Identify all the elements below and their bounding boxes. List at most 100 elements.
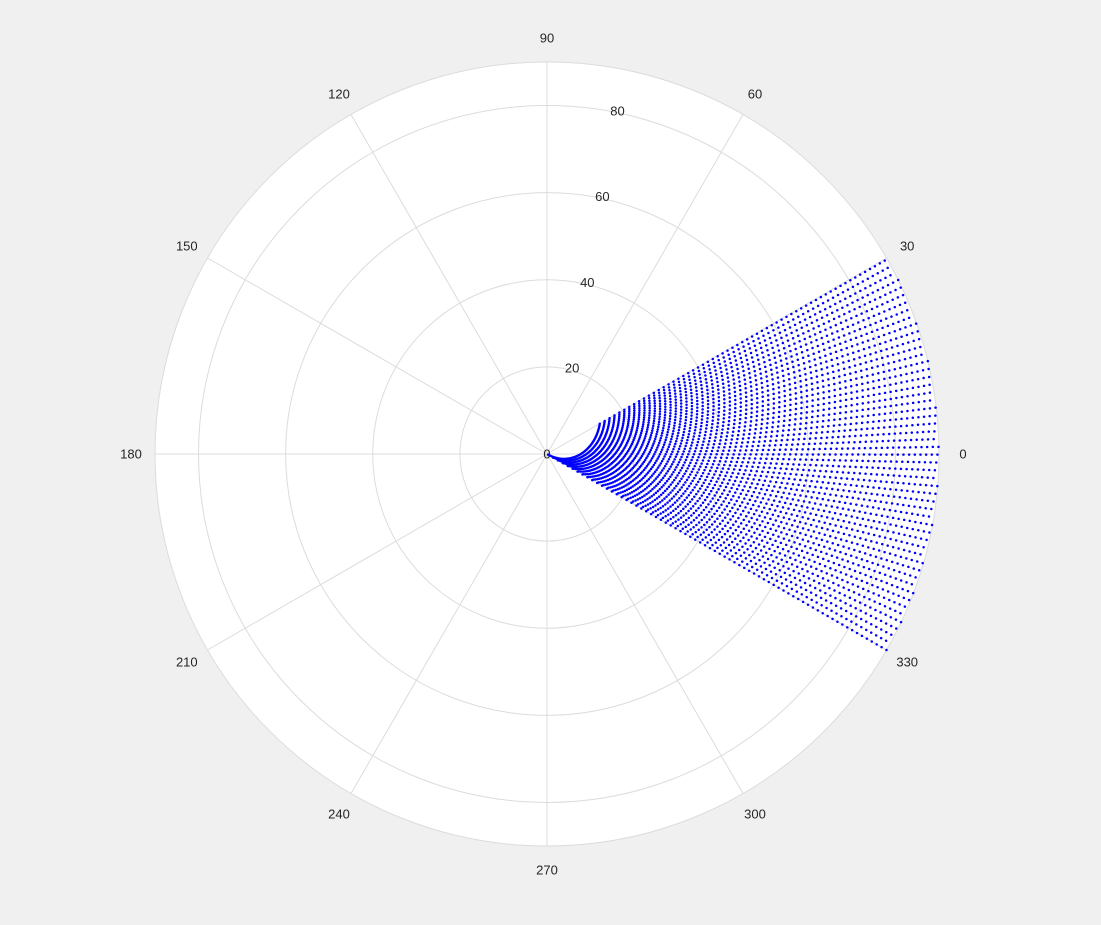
data-point <box>858 510 861 513</box>
data-point <box>733 355 737 358</box>
data-point <box>737 429 741 433</box>
data-point <box>872 337 875 340</box>
data-point <box>731 370 734 373</box>
data-point <box>904 431 908 435</box>
data-point <box>729 526 732 530</box>
data-point <box>752 490 756 494</box>
data-point <box>869 352 872 356</box>
data-point <box>810 415 814 419</box>
data-point <box>917 490 920 494</box>
data-point <box>723 409 726 413</box>
data-point <box>690 458 693 462</box>
data-point <box>827 340 830 343</box>
data-point <box>662 426 665 430</box>
data-point <box>923 461 927 464</box>
data-point <box>713 549 717 553</box>
data-point <box>798 369 801 372</box>
data-point <box>880 557 883 560</box>
data-point <box>804 421 808 425</box>
data-point <box>788 574 792 577</box>
data-point <box>785 560 789 564</box>
data-point <box>865 581 869 585</box>
data-point <box>681 436 684 440</box>
data-point <box>783 409 786 413</box>
data-point <box>684 387 687 391</box>
data-point <box>798 432 801 436</box>
data-point <box>865 367 868 371</box>
data-point <box>750 402 754 406</box>
data-point <box>846 580 849 584</box>
data-point <box>660 434 663 437</box>
data-point <box>795 353 799 356</box>
data-point <box>741 460 744 464</box>
data-point <box>861 587 865 591</box>
data-point <box>836 330 839 333</box>
data-point <box>850 575 853 578</box>
data-point <box>669 440 672 444</box>
data-point <box>732 350 735 354</box>
data-point <box>770 373 774 376</box>
data-point <box>699 449 702 453</box>
data-point <box>841 447 844 450</box>
data-point <box>854 292 857 295</box>
data-point <box>693 538 697 541</box>
data-point <box>874 555 878 559</box>
data-point <box>761 497 765 500</box>
data-point <box>730 438 733 441</box>
data-point <box>869 472 873 476</box>
data-point <box>869 284 872 287</box>
data-point <box>703 523 706 527</box>
data-point <box>876 365 879 368</box>
data-point <box>723 445 726 449</box>
data-point <box>713 483 717 487</box>
data-point <box>694 422 698 426</box>
data-point <box>788 453 792 456</box>
data-point <box>887 494 890 498</box>
data-point <box>816 344 820 348</box>
data-point <box>820 367 823 371</box>
data-point <box>841 471 845 474</box>
data-point <box>858 472 862 475</box>
data-point <box>813 469 816 472</box>
data-point <box>745 445 749 448</box>
data-point <box>761 413 764 417</box>
data-point <box>773 448 776 452</box>
data-point <box>712 408 715 412</box>
data-point <box>684 421 687 425</box>
data-point <box>720 503 723 506</box>
data-point <box>825 516 829 519</box>
data-point <box>755 383 758 386</box>
data-point <box>825 606 828 610</box>
data-point <box>804 522 807 525</box>
data-point <box>750 335 754 338</box>
data-point <box>710 379 713 382</box>
data-point <box>892 592 895 595</box>
data-point <box>712 361 716 365</box>
data-point <box>790 545 793 549</box>
data-point <box>908 550 911 553</box>
data-point <box>930 507 933 511</box>
data-point <box>666 430 669 434</box>
theta-tick-label: 60 <box>748 86 762 101</box>
data-point <box>800 396 803 399</box>
data-point <box>888 331 891 335</box>
data-point <box>732 422 736 426</box>
data-point <box>729 361 732 365</box>
data-point <box>636 452 639 456</box>
data-point <box>795 565 799 568</box>
data-point <box>889 383 892 387</box>
data-point <box>673 468 677 471</box>
data-point <box>802 361 806 365</box>
data-point <box>649 433 653 437</box>
data-point <box>628 412 631 415</box>
data-point <box>725 456 729 460</box>
data-point <box>647 416 651 420</box>
data-point <box>634 454 638 458</box>
data-point <box>837 563 841 567</box>
data-point <box>878 342 882 346</box>
data-point <box>659 506 662 510</box>
data-point <box>817 581 821 585</box>
data-point <box>771 383 775 386</box>
data-point <box>907 504 911 508</box>
data-point <box>621 490 624 494</box>
